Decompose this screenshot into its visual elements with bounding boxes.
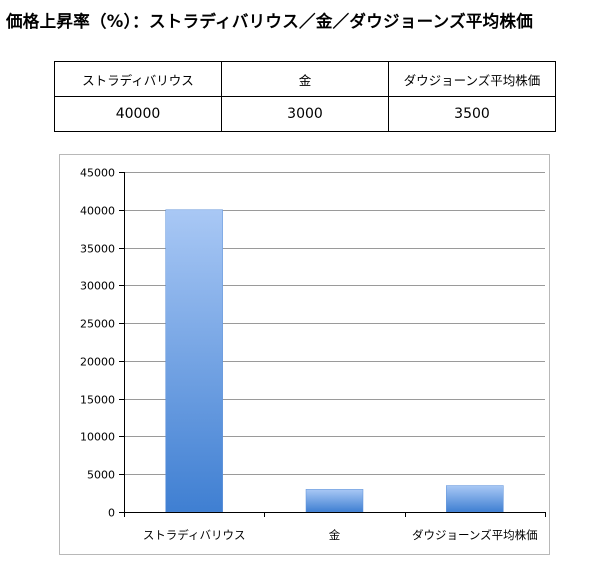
y-tick-label: 45000 [80, 167, 115, 180]
table-cell: 3500 [388, 96, 556, 132]
y-tick-label: 35000 [80, 243, 115, 256]
tick-labels: 0 5000 10000 15000 20000 25000 30000 35000 40000… [80, 167, 538, 543]
page-title: 価格上昇率（%）：ストラディバリウス／金／ダウジョーンズ平均株価 [6, 12, 534, 31]
summary-table: ストラディバリウス 金 ダウジョーンズ平均株価 40000 3000 3500 [54, 61, 556, 132]
y-tick-label: 40000 [80, 205, 115, 218]
table-header-cell: ダウジョーンズ平均株価 [388, 61, 556, 97]
x-tick-label: 金 [329, 528, 341, 542]
table-header-cell: 金 [221, 61, 389, 97]
y-tick-label: 15000 [80, 394, 115, 407]
y-tick-label: 20000 [80, 356, 115, 369]
table-cell: 40000 [54, 96, 222, 132]
table-header-row: ストラディバリウス 金 ダウジョーンズ平均株価 [54, 61, 556, 97]
table-cell: 3000 [221, 96, 389, 132]
bar [305, 489, 364, 513]
table-row: 40000 3000 3500 [54, 96, 556, 132]
bar-chart: 0 5000 10000 15000 20000 25000 30000 35000 40000… [80, 167, 546, 543]
chart-frame: 0 5000 10000 15000 20000 25000 30000 35000 40000… [59, 154, 550, 555]
x-tick-label: ストラディバリウス [143, 528, 246, 542]
x-tick-label: ダウジョーンズ平均株価 [412, 528, 538, 542]
y-tick-label: 25000 [80, 318, 115, 331]
y-tick-label: 0 [108, 507, 115, 520]
axes [119, 172, 546, 517]
y-tick-label: 5000 [87, 469, 115, 482]
table-header-cell: ストラディバリウス [54, 61, 222, 97]
bar [165, 209, 223, 513]
bar [446, 485, 504, 513]
y-tick-label: 10000 [80, 431, 115, 444]
bars [165, 209, 504, 513]
y-tick-label: 30000 [80, 280, 115, 293]
